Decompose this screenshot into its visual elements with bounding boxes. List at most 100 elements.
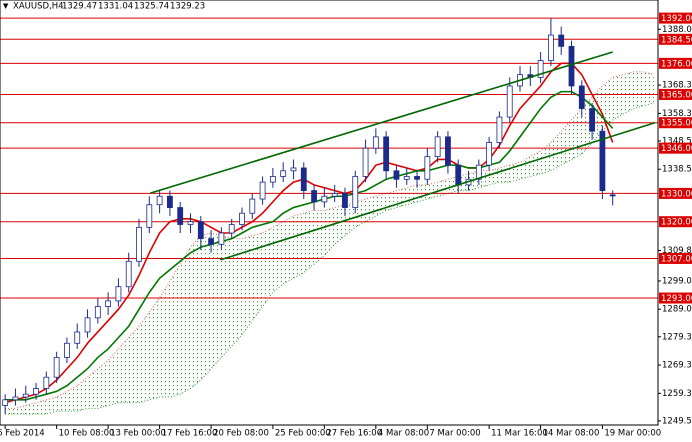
candle-body: [2, 399, 9, 406]
trendline: [150, 51, 613, 194]
candle-body: [372, 136, 379, 149]
level-tag: [659, 12, 692, 24]
level-tag: [659, 142, 692, 154]
x-tick-label: 19 Mar 00:00: [604, 429, 661, 439]
candle-body: [475, 164, 482, 180]
candle-body: [187, 221, 194, 225]
level-tag: [659, 57, 692, 69]
candle-body: [558, 34, 565, 47]
x-tick-label: 6 Feb 2014: [0, 429, 45, 439]
candle-body: [228, 224, 235, 234]
chart-title: XAUUSD,H4: [13, 2, 64, 12]
level-tag: [659, 33, 692, 45]
y-tick-label: 1279.30: [662, 332, 692, 342]
candle-body: [146, 204, 153, 228]
candle-body: [197, 221, 204, 240]
y-tick-label: 1309.80: [662, 246, 692, 256]
header-open: 1329.47: [62, 2, 97, 12]
cloud-span: [5, 71, 655, 409]
candle-body: [496, 116, 503, 143]
candle-body: [43, 376, 50, 389]
candle-body: [249, 198, 256, 214]
y-tick-label: 1388.05: [662, 25, 692, 35]
candle-body: [311, 190, 317, 203]
level-label: 1330.00: [661, 189, 692, 199]
header-close: 1329.23: [170, 2, 205, 12]
level-tag: [659, 117, 692, 129]
indicator-line: [5, 90, 614, 401]
level-tag: [659, 252, 692, 264]
level-label: 1384.50: [661, 35, 692, 45]
candle-body: [53, 357, 60, 378]
x-tick-label: 11 Mar 16:00: [491, 429, 548, 439]
x-tick-label: 14 Mar 08:00: [543, 429, 600, 439]
candle-body: [362, 147, 369, 177]
candle-body: [125, 260, 132, 288]
level-tag: [659, 292, 692, 304]
candle-body: [208, 238, 214, 245]
candle-body: [506, 85, 513, 118]
candle-body: [84, 317, 91, 333]
indicator-line: [4, 62, 614, 404]
candle-body: [22, 393, 29, 398]
level-label: 1293.00: [661, 294, 692, 304]
plot-area: [0, 17, 658, 415]
level-label: 1355.00: [661, 119, 692, 129]
level-tag: [659, 88, 692, 100]
candle-body: [239, 212, 245, 225]
candle-body: [414, 176, 420, 180]
candle-body: [12, 396, 19, 401]
candle-body: [403, 176, 410, 180]
y-tick-label: 1368.30: [662, 81, 692, 91]
x-tick-label: 17 Feb 16:00: [162, 429, 218, 439]
trendline: [220, 121, 656, 261]
menu-icon: ▼: [3, 2, 9, 10]
cloud-span: [5, 102, 655, 415]
candle-body: [156, 195, 163, 206]
candle-body: [548, 34, 554, 61]
x-tick-label: 20 Feb 08:00: [213, 429, 269, 439]
header-low: 1325.74: [134, 2, 169, 12]
candle-body: [599, 130, 606, 191]
candle-body: [342, 193, 348, 208]
candle-body: [94, 306, 101, 319]
level-tag: [659, 187, 692, 199]
level-label: 1307.00: [661, 254, 692, 264]
y-tick-label: 1299.05: [662, 276, 692, 286]
candle-body: [537, 60, 544, 78]
level-label: 1392.00: [661, 14, 692, 24]
y-tick-label: 1338.55: [662, 165, 692, 175]
candle-body: [589, 108, 595, 132]
candle-body: [167, 195, 173, 208]
x-tick-label: 13 Feb 00:00: [110, 429, 166, 439]
x-tick-label: 25 Feb 00:00: [275, 429, 331, 439]
axes: 1249.55 1259.30 1269.30 1279.30 1289.05 1299.…: [0, 12, 692, 439]
candle-body: [486, 142, 493, 166]
level-label: 1376.00: [661, 59, 692, 69]
candle-body: [64, 342, 70, 358]
candle-body: [455, 164, 462, 186]
y-tick-label: 1249.55: [662, 416, 692, 426]
candle-body: [331, 193, 338, 197]
candle-body: [105, 300, 112, 307]
candle-body: [218, 232, 225, 245]
y-tick-label: 1269.30: [662, 361, 692, 371]
candle-body: [321, 195, 328, 203]
candle-body: [115, 286, 122, 302]
candle-body: [609, 194, 616, 197]
candle-body: [300, 167, 307, 191]
level-label: 1346.00: [661, 144, 692, 154]
candle-body: [280, 170, 287, 177]
candle-body: [434, 136, 441, 158]
y-tick-label: 1358.30: [662, 109, 692, 119]
x-tick-label: 7 Mar 00:00: [429, 429, 480, 439]
candle-body: [393, 170, 400, 180]
candle-body: [259, 181, 266, 200]
x-tick-label: 27 Feb 16:00: [326, 429, 382, 439]
candle-body: [383, 136, 390, 172]
y-tick-label: 1259.30: [662, 389, 692, 399]
candle-body: [33, 388, 39, 395]
plot-frame: [0, 0, 659, 426]
